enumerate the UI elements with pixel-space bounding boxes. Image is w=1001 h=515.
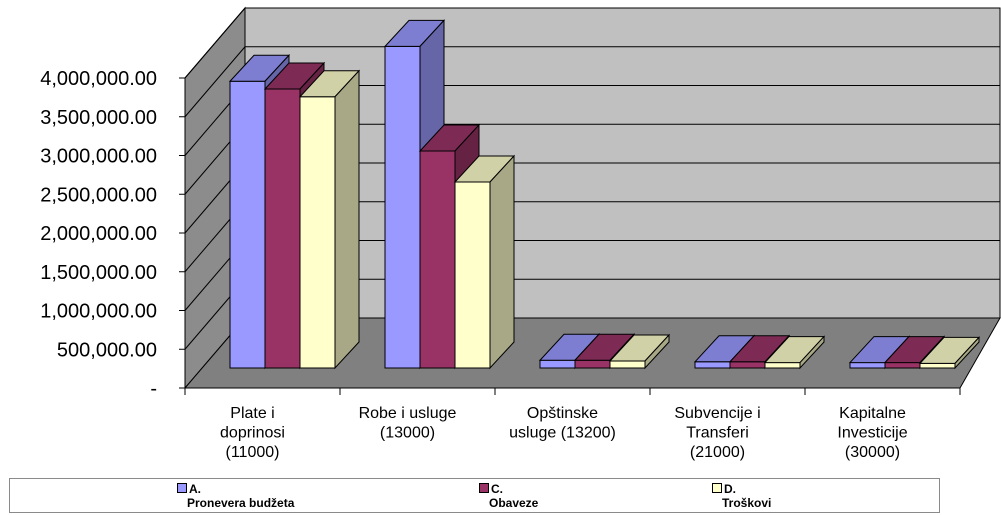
ytick-label: 4,000,000.00: [40, 68, 157, 90]
ytick-label: 500,000.00: [57, 339, 157, 361]
x-category-label: (13000): [380, 425, 435, 442]
bar-side: [334, 69, 360, 370]
bar: [383, 19, 446, 370]
legend-label-a-bottom: Pronevera budžeta: [187, 496, 295, 510]
gridline-side: [184, 46, 246, 118]
bar-front: [299, 96, 336, 369]
ytick-label: 3,000,000.00: [40, 146, 157, 168]
ytick-label: 3,500,000.00: [40, 107, 157, 129]
bar: [763, 335, 826, 370]
x-category-label: Opštinske: [527, 405, 598, 422]
chart-gridlines: [179, 7, 1000, 389]
bar-front: [694, 361, 731, 369]
bar-front: [454, 181, 491, 369]
x-category-label: Transferi: [686, 425, 749, 442]
legend-swatch-c: [479, 483, 489, 493]
ytick-label: 1,000,000.00: [40, 301, 157, 323]
bar-front: [919, 362, 956, 369]
legend-label-a-top: A.: [189, 482, 201, 496]
legend: A. Pronevera budžeta C. Obaveze D. Trošk…: [9, 478, 940, 513]
legend-label-d-bottom: Troškovi: [722, 496, 772, 510]
bar: [918, 336, 981, 370]
ytick-label: -: [150, 378, 157, 400]
x-category-label: (30000): [845, 444, 900, 461]
bar-front: [609, 360, 646, 369]
bar-front: [384, 45, 421, 369]
bar-front: [574, 359, 611, 369]
x-category-label: (21000): [690, 444, 745, 461]
bar-front: [884, 362, 921, 369]
bar-front: [849, 362, 886, 369]
ytick-label: 2,500,000.00: [40, 184, 157, 206]
bar-front: [539, 359, 576, 369]
bar-side: [954, 336, 980, 370]
bar: [608, 333, 671, 370]
legend-item-series-d: D. Troškovi: [712, 482, 771, 510]
bars: [228, 19, 981, 370]
bar-front: [764, 362, 801, 369]
gridline-side: [184, 7, 246, 79]
x-category-label: Plate i: [230, 405, 274, 422]
bar: [298, 69, 361, 370]
legend-label-c-top: C.: [491, 482, 503, 496]
x-category-label: Investicije: [837, 425, 907, 442]
legend-swatch-d: [712, 483, 722, 493]
x-category-label: doprinosi: [220, 425, 285, 442]
x-category-label: Kapitalne: [839, 405, 906, 422]
bar-front: [729, 361, 766, 369]
x-axis-labels: Plate i doprinosi (11000) Robe i usluge (130…: [184, 388, 961, 461]
bar-front: [229, 80, 266, 369]
bar-side: [799, 335, 825, 370]
x-category-label: Subvencije i: [674, 405, 760, 422]
bar: [453, 154, 516, 370]
ytick-label: 2,000,000.00: [40, 223, 157, 245]
bar-side: [489, 154, 515, 370]
bar-side: [644, 333, 670, 370]
bar-front: [264, 88, 301, 369]
legend-label-c-bottom: Obaveze: [489, 496, 539, 510]
bar-front: [419, 150, 456, 369]
legend-item-series-a: A. Pronevera budžeta: [177, 482, 294, 510]
legend-swatch-a: [177, 483, 187, 493]
legend-label-d-top: D.: [724, 482, 736, 496]
ytick-label: 1,500,000.00: [40, 262, 157, 284]
x-category-label: (11000): [226, 444, 280, 461]
x-category-label: Robe i usluge: [359, 405, 457, 422]
y-axis-ticks: - 500,000.00 1,000,000.00 1,500,000.00 2,000…: [40, 68, 157, 400]
legend-item-series-c: C. Obaveze: [479, 482, 538, 510]
x-category-label: usluge (13200): [509, 425, 616, 442]
